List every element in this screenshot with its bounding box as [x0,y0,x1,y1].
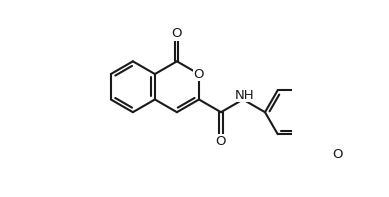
Text: O: O [194,68,204,81]
Text: O: O [172,27,182,40]
Text: O: O [216,135,226,148]
Text: O: O [333,148,343,161]
Text: NH: NH [235,89,254,102]
